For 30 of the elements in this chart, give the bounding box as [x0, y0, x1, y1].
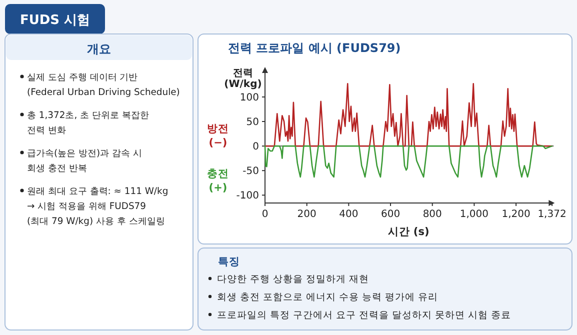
y-tick-label: -100	[236, 190, 259, 202]
y-axis-title: 전력 (W/kg)	[224, 68, 262, 90]
text: 총 1,372초, 초 단위로 복잡한 전력 변화	[27, 110, 149, 136]
text: 개요	[87, 42, 111, 56]
text: 원래 최대 요구 출력: ≈ 111 W/kg → 시험 적용을 위해 FUDS79 (최대 79 W/kg) 사용 후 스케일링	[27, 186, 168, 227]
text: 방전 (−)	[207, 123, 229, 149]
text: 특징	[218, 256, 240, 268]
x-tick-label: 1,372	[538, 209, 566, 220]
text: 충전 (+)	[207, 168, 229, 194]
x-tick-label: 400	[339, 209, 358, 220]
text: 다양한 주행 상황을 정밀하게 재현	[217, 274, 370, 285]
text: 급가속(높은 방전)과 감속 시 회생 충전 반복	[27, 148, 142, 174]
text: FUDS 시험	[20, 13, 90, 28]
x-tick-label: 200	[297, 209, 316, 220]
line-series	[264, 83, 553, 147]
text: 실제 도심 주행 데이터 기반 (Federal Urban Driving Schedule)	[27, 72, 180, 98]
text: 회생 충전 포함으로 에너지 수용 능력 평가에 유리	[217, 292, 438, 303]
y-tick-label: -50	[242, 166, 259, 178]
x-tick-label: 1,000	[460, 209, 489, 220]
text: 프로파일의 특정 구간에서 요구 전력을 달성하지 못하면 시험 종료	[217, 310, 512, 321]
y-tick-label: 100	[240, 92, 259, 104]
x-tick-label: 1,200	[502, 209, 530, 220]
x-tick-label: 800	[422, 209, 442, 220]
line-series	[264, 145, 553, 178]
x-tick-label: 600	[380, 209, 400, 220]
x-tick-label: 0	[262, 209, 268, 220]
chart-title: 전력 프로파일 예시 (FUDS79)	[228, 41, 401, 55]
x-axis-title: 시간 (s)	[388, 226, 430, 238]
y-tick-label: 50	[246, 117, 259, 128]
y-tick-label: 0	[252, 142, 259, 153]
